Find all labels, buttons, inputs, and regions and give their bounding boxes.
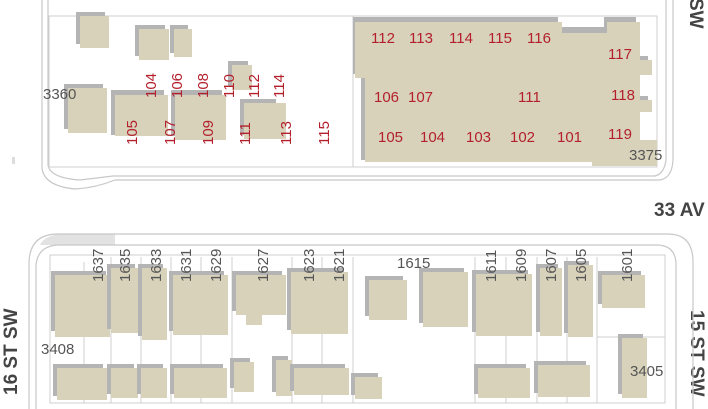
unit-label: 102: [510, 129, 535, 146]
unit-label: 114: [271, 74, 288, 98]
unit-label: 110: [221, 74, 238, 98]
street-label-16-st-sw: 16 ST SW: [1, 308, 22, 395]
west-parcel-unit-labels: 104 106 108 110 112 114 105 107 109 111 …: [124, 73, 333, 145]
south-block-roads: [28, 233, 694, 409]
address-label: 1635: [117, 249, 134, 282]
unit-label: 106: [169, 73, 186, 98]
unit-label: 112: [246, 74, 263, 98]
east-parcel-unit-labels: 112 113 114 115 116 117 106 107 111 118 …: [371, 30, 635, 146]
unit-label: 118: [611, 87, 635, 104]
address-label: 1615: [397, 255, 430, 272]
unit-label: 111: [237, 122, 254, 145]
unit-label: 113: [409, 30, 433, 47]
unit-label: 119: [608, 126, 632, 143]
address-label: 1621: [331, 249, 348, 282]
address-label: 1631: [178, 249, 195, 282]
unit-label: 103: [466, 129, 491, 146]
address-label: 1601: [619, 249, 636, 282]
unit-label: 116: [527, 30, 551, 47]
address-label: 1611: [483, 250, 500, 282]
address-label: 1633: [148, 249, 165, 282]
address-label: 1607: [543, 249, 560, 282]
unit-label: 101: [557, 129, 582, 146]
west-parcel-buildings: [64, 12, 286, 140]
unit-label: 107: [408, 89, 433, 106]
unit-label: 115: [488, 30, 512, 47]
unit-label: 104: [420, 129, 445, 146]
unit-label: 112: [371, 30, 395, 47]
unit-label: 108: [195, 73, 212, 98]
address-label: 1609: [513, 249, 530, 282]
address-label: 1627: [255, 249, 272, 282]
address-label-3405: 3405: [630, 363, 663, 380]
east-parcel-boundary: [352, 15, 658, 168]
street-label-15-st-sw: 15 ST SW: [686, 310, 707, 397]
unit-label: 111: [518, 89, 541, 106]
address-label: 1629: [208, 249, 225, 282]
unit-label: 104: [143, 73, 160, 98]
unit-label: 113: [278, 121, 295, 145]
south-block-boundary: [49, 254, 666, 404]
south-buildings: [51, 261, 647, 400]
address-label: 1637: [90, 249, 107, 282]
north-block-roads: [12, 0, 674, 190]
unit-label: 105: [378, 129, 403, 146]
address-label-3408: 3408: [41, 341, 74, 358]
street-label-33-av: 33 AV: [654, 200, 705, 221]
unit-label: 107: [162, 120, 179, 145]
address-label: 1605: [573, 249, 590, 282]
address-label: 3360: [43, 86, 76, 103]
address-label: 3375: [629, 147, 662, 164]
unit-label: 114: [449, 30, 473, 47]
south-address-labels: 1637 1635 1633 1631 1629 1627 1623 1621 …: [90, 249, 636, 282]
unit-label: 105: [124, 120, 141, 145]
unit-label: 117: [608, 46, 632, 63]
address-label: 1623: [301, 249, 318, 282]
unit-label: 115: [316, 121, 333, 145]
east-parcel-building: [353, 17, 657, 166]
unit-label: 106: [374, 89, 399, 106]
unit-label: 109: [200, 120, 217, 145]
street-label-15-st-top: SW: [685, 0, 706, 29]
marker: [12, 157, 15, 164]
